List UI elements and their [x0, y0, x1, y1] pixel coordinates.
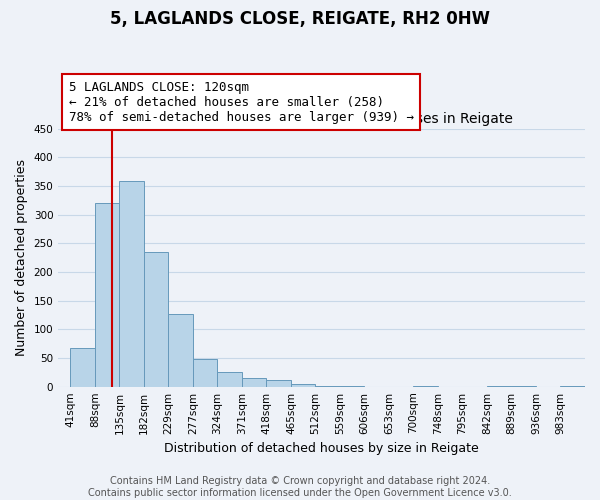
Bar [119, 182, 144, 386]
Title: Size of property relative to detached houses in Reigate: Size of property relative to detached ho… [130, 112, 513, 126]
Bar [266, 380, 291, 386]
Bar [193, 359, 217, 386]
Bar [242, 378, 266, 386]
Text: Contains HM Land Registry data © Crown copyright and database right 2024.
Contai: Contains HM Land Registry data © Crown c… [88, 476, 512, 498]
Text: 5 LAGLANDS CLOSE: 120sqm
← 21% of detached houses are smaller (258)
78% of semi-: 5 LAGLANDS CLOSE: 120sqm ← 21% of detach… [69, 80, 414, 124]
Y-axis label: Number of detached properties: Number of detached properties [15, 159, 28, 356]
Bar [95, 203, 119, 386]
Bar [144, 252, 169, 386]
Bar [70, 348, 95, 387]
Bar [291, 384, 316, 386]
Bar [217, 372, 242, 386]
X-axis label: Distribution of detached houses by size in Reigate: Distribution of detached houses by size … [164, 442, 479, 455]
Text: 5, LAGLANDS CLOSE, REIGATE, RH2 0HW: 5, LAGLANDS CLOSE, REIGATE, RH2 0HW [110, 10, 490, 28]
Bar [169, 314, 193, 386]
